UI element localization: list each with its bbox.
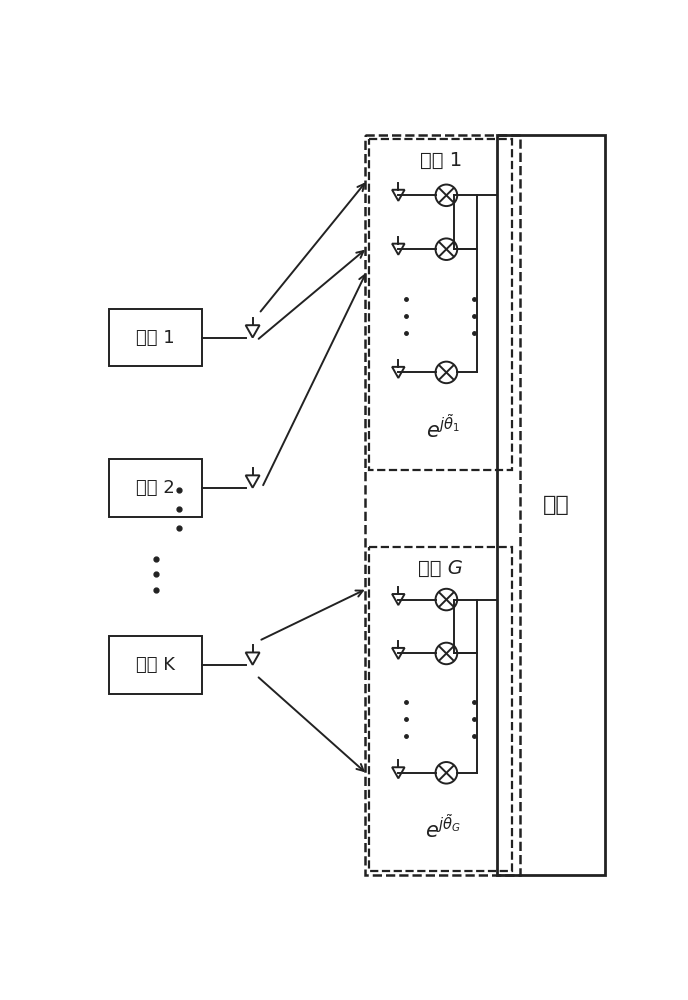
Text: 分组 1: 分组 1 [420,151,462,170]
Bar [109,309,202,366]
Bar [365,135,520,875]
Text: 用户 2: 用户 2 [136,479,175,497]
Bar [369,139,513,470]
Text: 基站: 基站 [543,495,570,515]
Bar [497,135,605,875]
Text: 用户 1: 用户 1 [136,329,175,347]
Text: 分组 G: 分组 G [418,559,463,578]
Text: $e^{j\tilde{\theta}_1}$: $e^{j\tilde{\theta}_1}$ [426,414,461,442]
Bar [369,547,513,871]
Bar [109,636,202,694]
Text: 用户 K: 用户 K [136,656,175,674]
Bar [109,459,202,517]
Text: $e^{j\tilde{\theta}_G}$: $e^{j\tilde{\theta}_G}$ [425,815,462,842]
